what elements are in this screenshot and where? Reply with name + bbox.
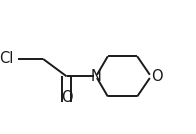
Text: O: O (151, 69, 162, 84)
Text: N: N (91, 69, 102, 84)
Text: O: O (61, 90, 73, 105)
Text: Cl: Cl (0, 51, 14, 66)
